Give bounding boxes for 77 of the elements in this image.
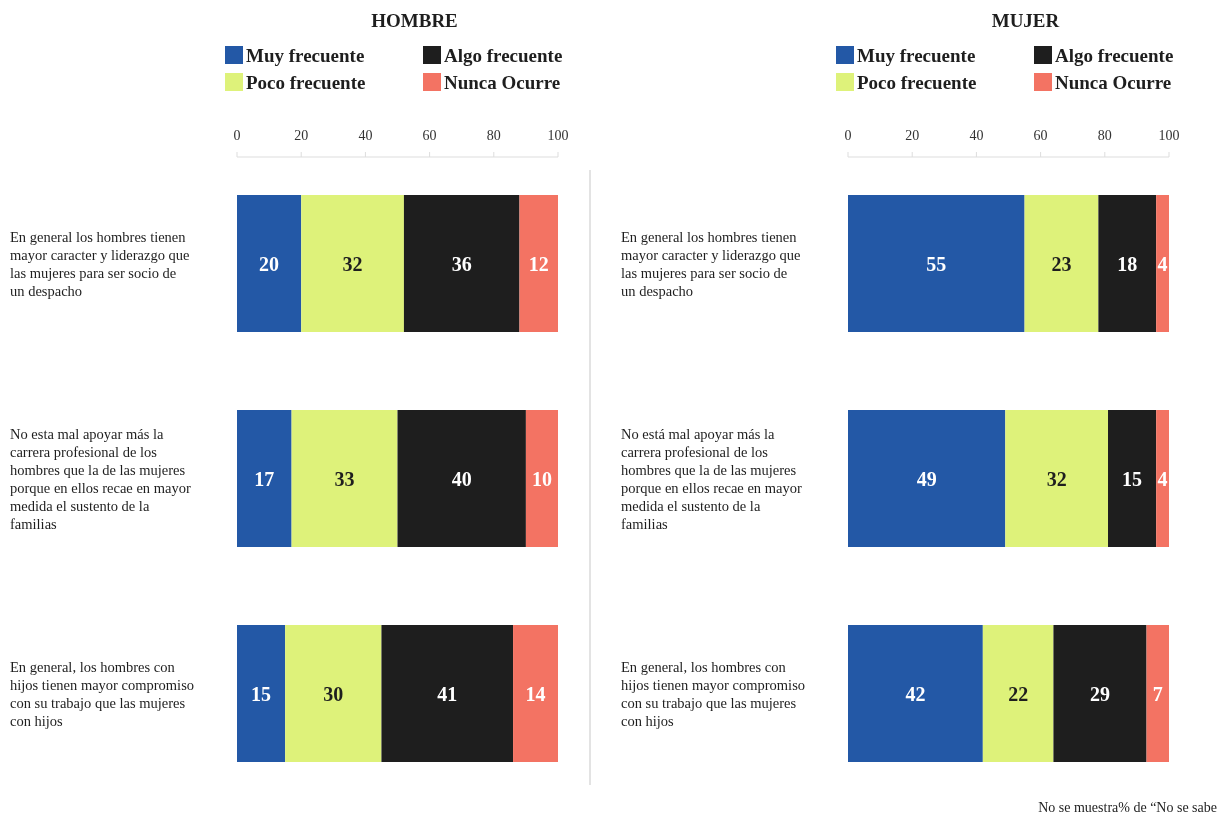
- bar: [525, 410, 558, 547]
- bar: [848, 195, 1025, 332]
- data-label: 36: [451, 252, 472, 275]
- bar: [848, 625, 983, 762]
- bar: [301, 195, 404, 332]
- legend-label: Muy frecuente: [246, 44, 365, 66]
- data-label: 40: [451, 467, 472, 490]
- data-label: 17: [254, 467, 275, 490]
- y-tick-label: En general, los hombres con hijos tienen mayor compromiso con su trabajo que las mujeres con hijos: [621, 658, 806, 729]
- legend-label: Poco frecuente: [246, 71, 366, 93]
- bar: [1156, 410, 1169, 547]
- bar: [397, 410, 526, 547]
- x-tick-label: 100: [1158, 127, 1180, 143]
- x-tick-label: 100: [547, 127, 569, 143]
- annotation: No se muestra% de “No se sabe: [1038, 800, 1217, 815]
- bar: [982, 625, 1054, 762]
- bar: [291, 410, 398, 547]
- x-tick-label: 80: [486, 127, 501, 143]
- data-label: 4: [1157, 252, 1168, 275]
- data-label: 15: [1122, 467, 1143, 490]
- legend-label: Nunca Ocurre: [444, 71, 561, 93]
- data-label: 32: [1046, 467, 1067, 490]
- data-label: 15: [251, 682, 272, 705]
- data-label: 49: [916, 467, 937, 490]
- bar: [1156, 195, 1169, 332]
- data-label: 22: [1008, 682, 1029, 705]
- bar: [519, 195, 558, 332]
- legend-label: Poco frecuente: [857, 71, 977, 93]
- data-label: 42: [905, 682, 926, 705]
- data-label: 23: [1051, 252, 1072, 275]
- y-tick-label: En general los hombres tienen mayor caracter y liderazgo que las mujeres para ser socio de un despacho: [10, 228, 190, 299]
- bar: [1053, 625, 1147, 762]
- data-label: 18: [1117, 252, 1138, 275]
- legend-label: Algo frecuente: [1055, 44, 1174, 66]
- bar: [1098, 195, 1157, 332]
- x-tick-label: 20: [905, 127, 920, 143]
- bar: [237, 625, 286, 762]
- x-tick-label: 20: [294, 127, 309, 143]
- bar: [848, 410, 1006, 547]
- data-label: 41: [437, 682, 458, 705]
- x-tick-label: 60: [422, 127, 437, 143]
- data-label: 10: [531, 467, 552, 490]
- x-tick-label: 80: [1097, 127, 1112, 143]
- data-label: 30: [323, 682, 344, 705]
- bar: [1146, 625, 1169, 762]
- x-tick-label: 40: [969, 127, 984, 143]
- bar: [1024, 195, 1099, 332]
- x-tick-label: 60: [1033, 127, 1048, 143]
- y-tick-label: No está mal apoyar más la carrera profesional de los hombres que la de las mujeres porque en ellos recae en mayor medida el sustento de la familias: [621, 425, 802, 532]
- data-label: 29: [1089, 682, 1110, 705]
- data-label: 14: [525, 682, 546, 705]
- x-tick-label: 0: [233, 127, 241, 143]
- y-tick-label: En general los hombres tienen mayor caracter y liderazgo que las mujeres para ser socio de un despacho: [621, 228, 801, 299]
- data-label: 32: [342, 252, 363, 275]
- chart-title: MUJER: [991, 10, 1060, 31]
- bar: [237, 195, 302, 332]
- x-tick-label: 0: [844, 127, 852, 143]
- data-label: 7: [1152, 682, 1163, 705]
- y-tick-label: No esta mal apoyar más la carrera profesional de los hombres que la de las mujeres porque en ellos recae en mayor medida el sustento de la familias: [10, 425, 191, 532]
- chart-title: HOMBRE: [371, 10, 458, 31]
- bar: [1005, 410, 1109, 547]
- legend-label: Algo frecuente: [444, 44, 563, 66]
- bar: [1108, 410, 1157, 547]
- data-label: 55: [926, 252, 947, 275]
- data-label: 20: [259, 252, 280, 275]
- bar: [513, 625, 558, 762]
- data-label: 33: [334, 467, 355, 490]
- data-label: 12: [528, 252, 549, 275]
- bar: [285, 625, 382, 762]
- bar: [403, 195, 520, 332]
- bar: [237, 410, 292, 547]
- bar: [381, 625, 514, 762]
- y-tick-label: En general, los hombres con hijos tienen mayor compromiso con su trabajo que las mujeres con hijos: [10, 658, 195, 729]
- x-tick-label: 40: [358, 127, 373, 143]
- legend-label: Nunca Ocurre: [1055, 71, 1172, 93]
- data-label: 4: [1157, 467, 1168, 490]
- legend-label: Muy frecuente: [857, 44, 976, 66]
